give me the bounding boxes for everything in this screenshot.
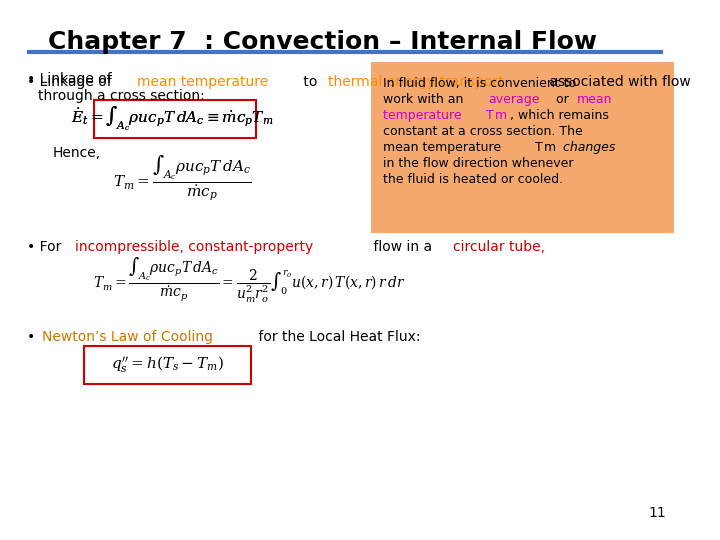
Text: Chapter 7  : Convection – Internal Flow: Chapter 7 : Convection – Internal Flow <box>48 30 597 54</box>
Text: through a cross section:: through a cross section: <box>38 89 205 103</box>
Text: m: m <box>544 141 557 154</box>
Text: $q_s'' = h(T_s - T_m)$: $q_s'' = h(T_s - T_m)$ <box>111 354 225 374</box>
FancyBboxPatch shape <box>84 346 251 384</box>
Text: the fluid is heated or cooled.: the fluid is heated or cooled. <box>384 173 564 186</box>
Text: temperature: temperature <box>384 109 466 122</box>
Text: mean: mean <box>577 93 613 106</box>
Text: , which remains: , which remains <box>510 109 609 122</box>
Text: circular tube,: circular tube, <box>453 240 545 254</box>
Text: $\dot{E}_t = \int_{A_c} \rho u c_p T\, dA_c \equiv \dot{m} c_p T_m$: $\dot{E}_t = \int_{A_c} \rho u c_p T\, d… <box>71 103 274 133</box>
Text: $T_m = \dfrac{\int_{A_c} \rho u c_p T\, dA_c}{\dot{m} c_p}$: $T_m = \dfrac{\int_{A_c} \rho u c_p T\, … <box>113 153 251 204</box>
Text: •: • <box>27 330 40 344</box>
Text: changes: changes <box>559 141 616 154</box>
Text: to: to <box>300 75 322 89</box>
Text: mean temperature: mean temperature <box>137 75 269 89</box>
Text: T: T <box>534 141 542 154</box>
Text: • Linkage of: • Linkage of <box>27 72 116 86</box>
Text: T: T <box>486 109 493 122</box>
Text: for the Local Heat Flux:: for the Local Heat Flux: <box>254 330 420 344</box>
Text: work with an: work with an <box>384 93 468 106</box>
Text: • For: • For <box>27 240 66 254</box>
Text: In fluid flow, it is convenient to: In fluid flow, it is convenient to <box>384 77 577 90</box>
Text: or: or <box>552 93 572 106</box>
Text: constant at a cross section. The: constant at a cross section. The <box>384 125 583 138</box>
FancyBboxPatch shape <box>371 62 674 233</box>
Text: average: average <box>488 93 539 106</box>
Text: • Linkage of: • Linkage of <box>27 75 116 89</box>
Text: 11: 11 <box>649 506 666 520</box>
Text: m: m <box>495 109 508 122</box>
Text: Newton’s Law of Cooling: Newton’s Law of Cooling <box>42 330 213 344</box>
Text: flow in a: flow in a <box>369 240 437 254</box>
Text: $\dot{E}_t = \int_{A_c} \rho u c_p T\, dA_c \equiv \dot{m} c_p T_m$: $\dot{E}_t = \int_{A_c} \rho u c_p T\, d… <box>71 103 274 133</box>
Text: mean temperature: mean temperature <box>384 141 505 154</box>
Text: $T_m = \dfrac{\int_{A_c} \rho u c_p T\, dA_c}{\dot{m} c_p} = \dfrac{2}{u_m^2 r_o: $T_m = \dfrac{\int_{A_c} \rho u c_p T\, … <box>93 255 405 305</box>
Text: Hence,: Hence, <box>53 146 101 160</box>
FancyBboxPatch shape <box>94 100 256 138</box>
Text: in the flow direction whenever: in the flow direction whenever <box>384 157 574 170</box>
Text: thermal energy transport: thermal energy transport <box>328 75 503 89</box>
Text: incompressible, constant-property: incompressible, constant-property <box>75 240 313 254</box>
Text: associated with flow: associated with flow <box>545 75 690 89</box>
